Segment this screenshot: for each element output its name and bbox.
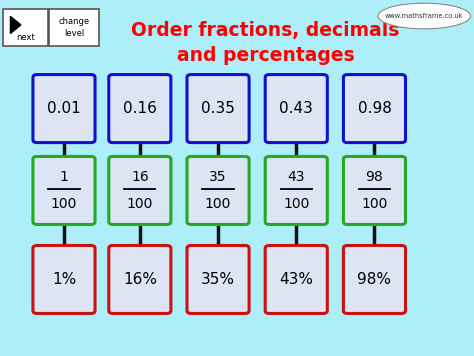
Text: 16%: 16% — [123, 272, 157, 287]
FancyBboxPatch shape — [109, 157, 171, 224]
Text: 0.43: 0.43 — [279, 101, 313, 116]
Text: 100: 100 — [205, 197, 231, 211]
Text: 98: 98 — [365, 170, 383, 184]
FancyBboxPatch shape — [33, 157, 95, 224]
Text: 0.35: 0.35 — [201, 101, 235, 116]
FancyBboxPatch shape — [265, 157, 327, 224]
Text: 100: 100 — [283, 197, 310, 211]
FancyBboxPatch shape — [109, 75, 171, 143]
FancyBboxPatch shape — [343, 75, 405, 143]
Text: 100: 100 — [361, 197, 388, 211]
FancyBboxPatch shape — [265, 246, 327, 314]
FancyBboxPatch shape — [187, 157, 249, 224]
FancyBboxPatch shape — [343, 157, 405, 224]
Text: 0.16: 0.16 — [123, 101, 157, 116]
Text: 1%: 1% — [52, 272, 76, 287]
Text: 0.98: 0.98 — [357, 101, 392, 116]
Text: 35%: 35% — [201, 272, 235, 287]
Text: 1: 1 — [60, 170, 68, 184]
FancyBboxPatch shape — [187, 75, 249, 143]
FancyBboxPatch shape — [33, 246, 95, 314]
Text: 100: 100 — [127, 197, 153, 211]
Text: 98%: 98% — [357, 272, 392, 287]
Text: and percentages: and percentages — [176, 46, 354, 65]
Text: 100: 100 — [51, 197, 77, 211]
Text: next: next — [17, 33, 36, 42]
Text: 0.01: 0.01 — [47, 101, 81, 116]
FancyBboxPatch shape — [265, 75, 327, 143]
Text: www.mathsframe.co.uk: www.mathsframe.co.uk — [385, 13, 464, 19]
Text: 43: 43 — [288, 170, 305, 184]
Ellipse shape — [378, 3, 471, 29]
Text: change
level: change level — [58, 17, 90, 38]
FancyBboxPatch shape — [343, 246, 405, 314]
FancyBboxPatch shape — [49, 9, 99, 46]
FancyBboxPatch shape — [187, 246, 249, 314]
FancyBboxPatch shape — [3, 9, 48, 46]
Text: 16: 16 — [131, 170, 149, 184]
Text: 35: 35 — [210, 170, 227, 184]
Text: Order fractions, decimals: Order fractions, decimals — [131, 21, 400, 40]
FancyBboxPatch shape — [33, 75, 95, 143]
Text: 43%: 43% — [279, 272, 313, 287]
Polygon shape — [10, 16, 21, 33]
FancyBboxPatch shape — [109, 246, 171, 314]
